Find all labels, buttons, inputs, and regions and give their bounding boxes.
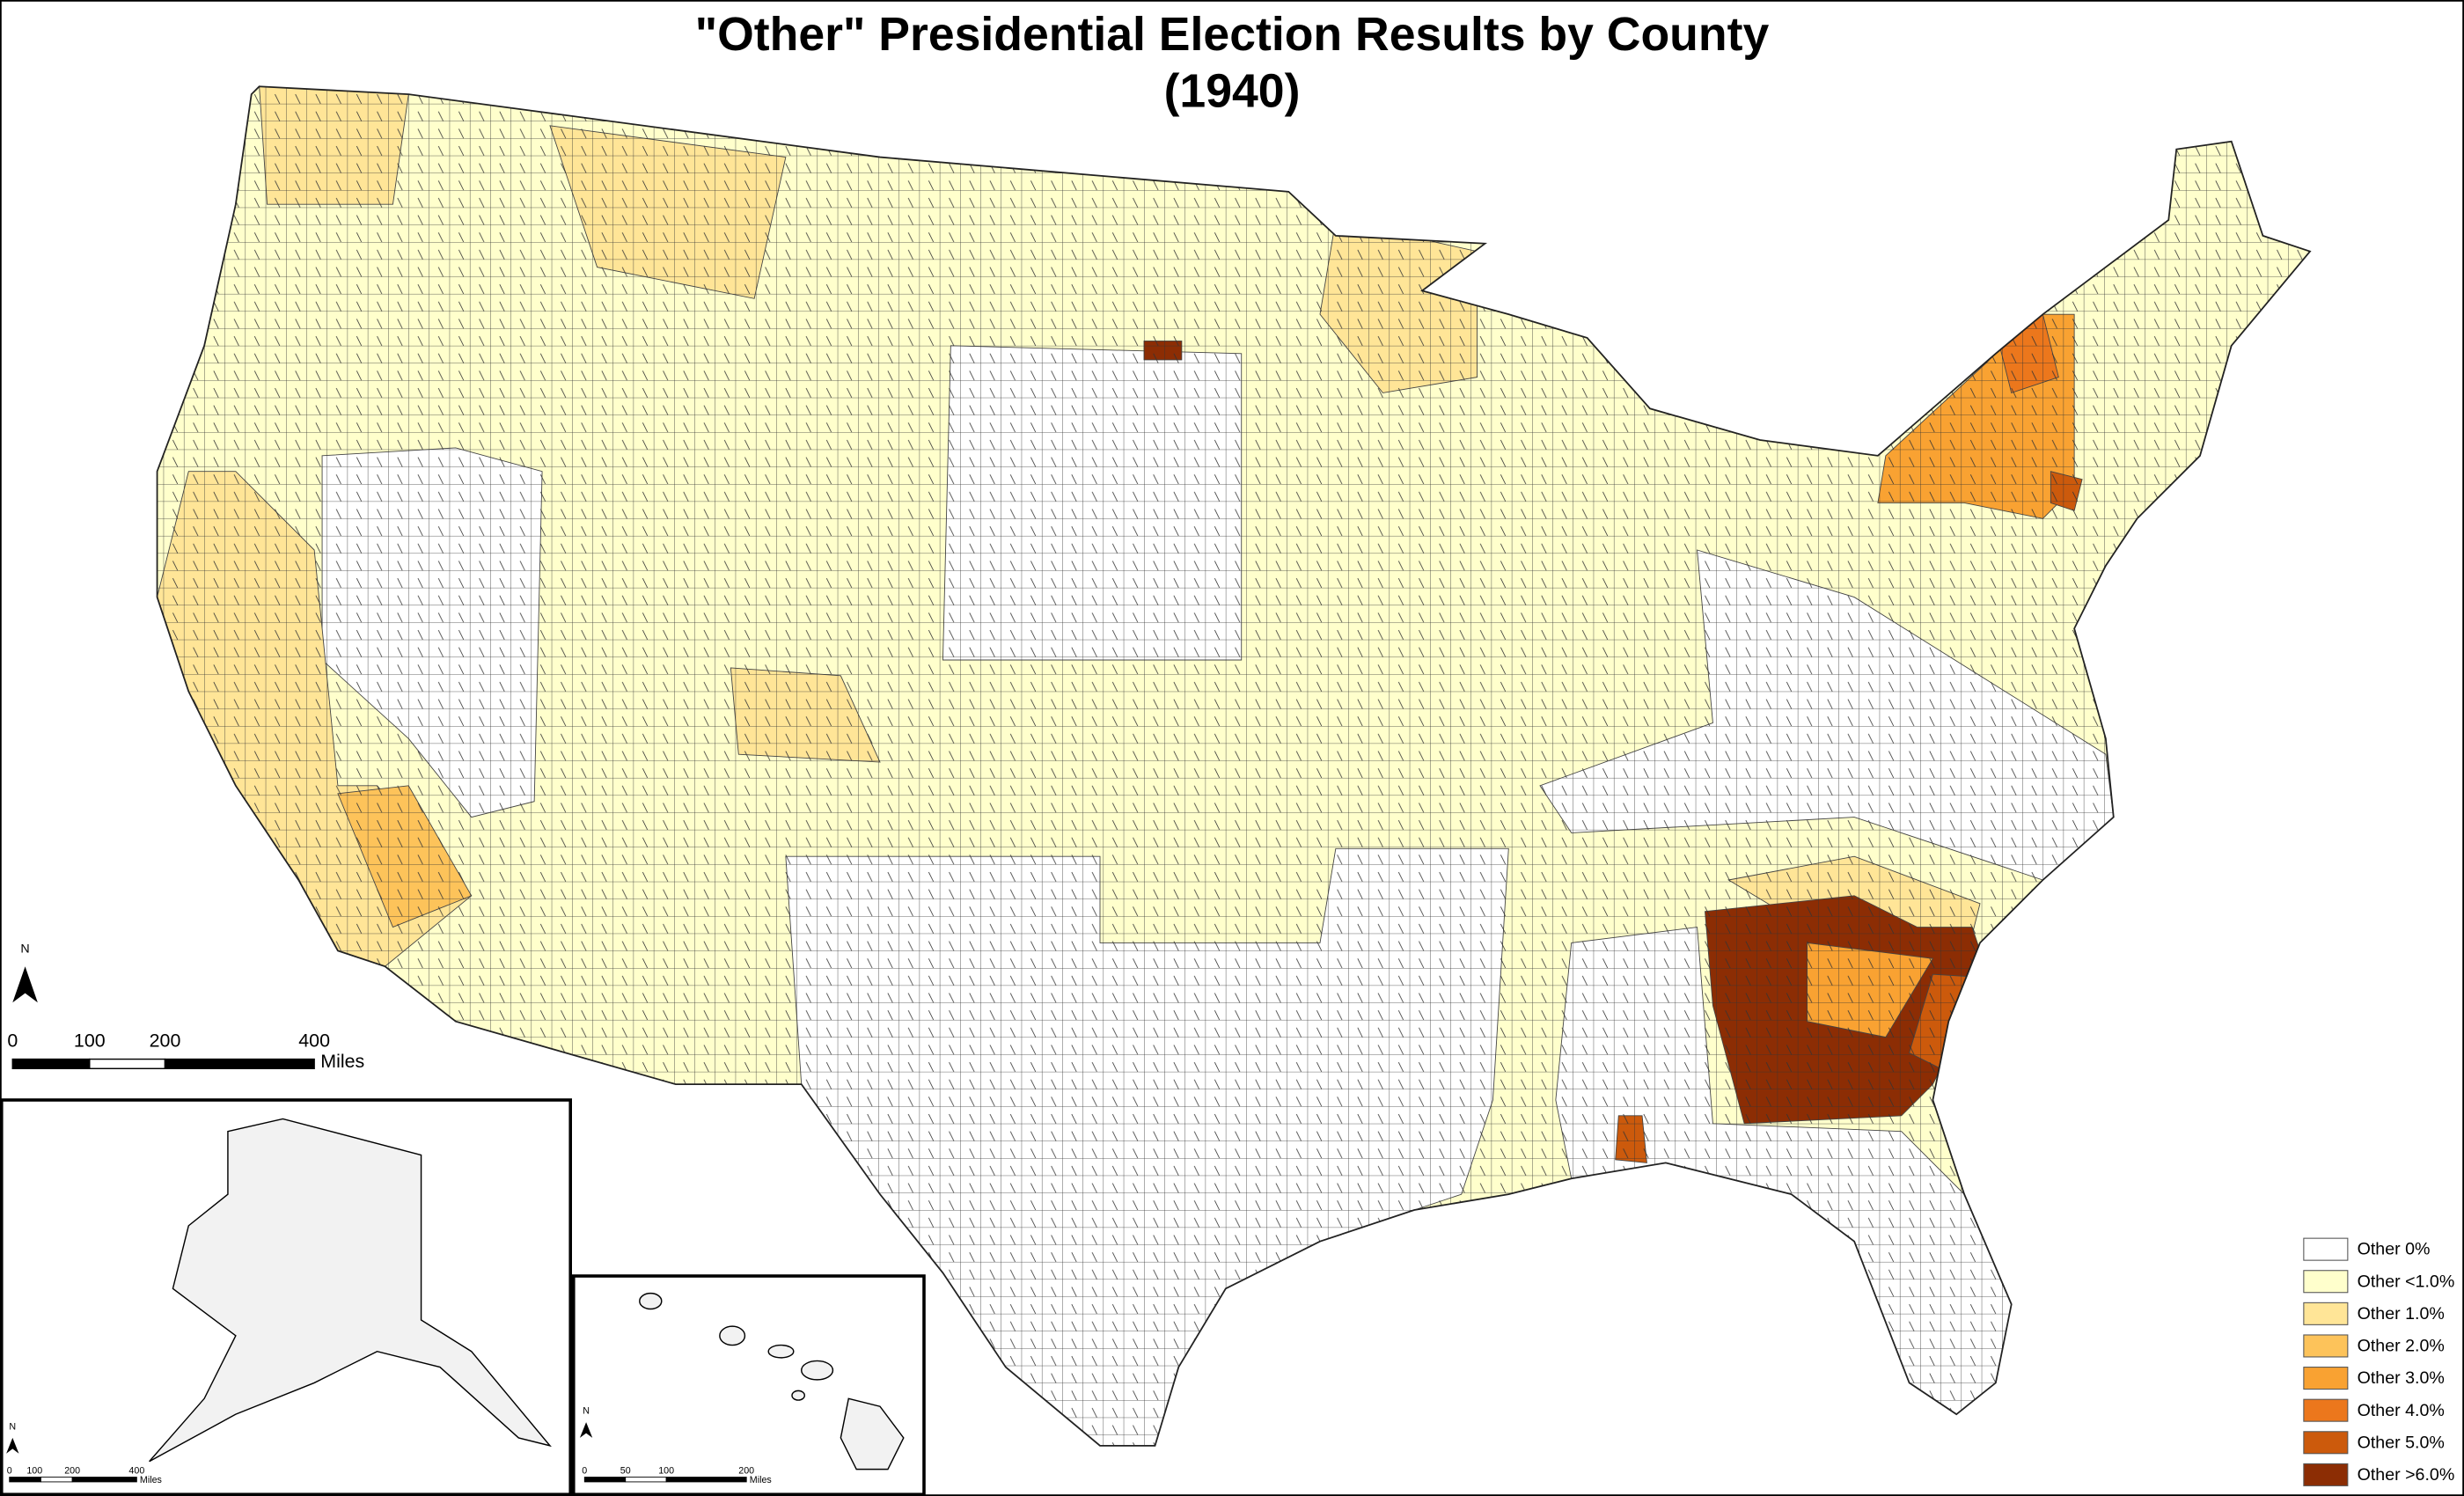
scale-bar [9,1477,137,1483]
north-label: N [20,942,29,956]
hawaii [639,1292,905,1470]
subtitle: (1940) [1164,65,1301,117]
north-label: N [583,1405,590,1416]
legend-label: Other 3.0% [2358,1368,2445,1388]
scale-label: 200 [150,1030,181,1052]
north-arrow [6,1437,19,1454]
legend-label: Other 2.0% [2358,1337,2445,1356]
scale-unit: Miles [140,1475,162,1485]
scale-unit: Miles [750,1475,772,1485]
legend-label: Other 0% [2358,1240,2431,1259]
legend: Other 0% Other <1.0% Other 1.0% Other 2.0% O… [2303,1237,2455,1486]
scale-label: 100 [74,1030,106,1052]
title: "Other" Presidential Election Results by… [695,9,1770,61]
scale-bar [583,1477,747,1483]
north-label: N [9,1421,16,1432]
legend-swatch [2303,1463,2349,1486]
scale-label: 0 [7,1465,12,1476]
scale-label: 200 [64,1465,80,1476]
scale-unit: Miles [320,1051,364,1072]
scale-label: 100 [26,1465,42,1476]
legend-swatch [2303,1334,2349,1358]
legend-swatch [2303,1398,2349,1422]
legend-swatch [2303,1302,2349,1325]
scale-label: 400 [298,1030,330,1052]
legend-label: Other >6.0% [2358,1465,2455,1485]
scale-label: 400 [128,1465,144,1476]
scale-label: 0 [7,1030,18,1052]
scale-label: 200 [738,1465,754,1476]
legend-label: Other 4.0% [2358,1401,2445,1420]
legend-swatch [2303,1431,2349,1455]
legend-swatch [2303,1270,2349,1294]
scale-label: 0 [582,1465,587,1476]
legend-label: Other 1.0% [2358,1304,2445,1324]
scale-label: 50 [620,1465,631,1476]
legend-label: Other 5.0% [2358,1433,2445,1452]
north-arrow [579,1422,593,1438]
alaska [149,1118,552,1463]
scale-bar [11,1058,315,1070]
scale-label: 100 [658,1465,674,1476]
legend-swatch [2303,1367,2349,1390]
legend-swatch [2303,1237,2349,1261]
legend-label: Other <1.0% [2358,1272,2455,1291]
north-arrow [12,966,38,1003]
